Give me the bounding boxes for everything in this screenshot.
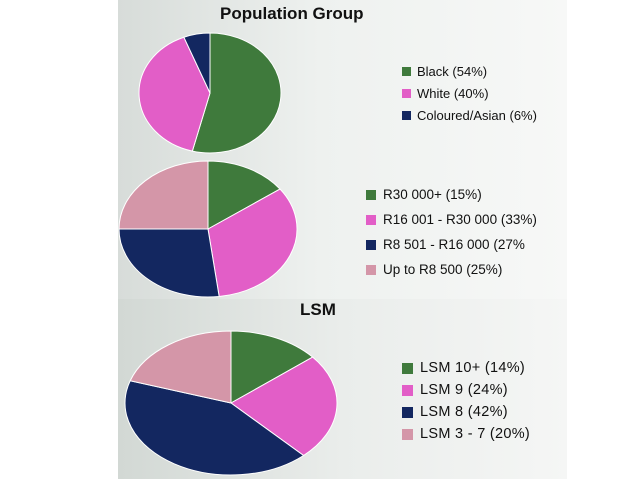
- legend-item: Up to R8 500 (25%): [366, 257, 537, 282]
- legend-label: Up to R8 500 (25%): [383, 262, 503, 277]
- legend-item: Black (54%): [402, 60, 537, 82]
- legend-swatch: [402, 110, 411, 120]
- pie-slice-0: [230, 330, 314, 404]
- pie-slice-0: [207, 160, 281, 230]
- legend-item: R8 501 - R16 000 (27%: [366, 232, 537, 257]
- legend-label: R16 001 - R30 000 (33%): [383, 212, 537, 227]
- legend-item: LSM 8 (42%): [402, 401, 530, 423]
- legend-swatch: [366, 189, 376, 200]
- legend-label: R30 000+ (15%): [383, 187, 482, 202]
- legend-label: LSM 8 (42%): [420, 404, 508, 420]
- legend-item: LSM 3 - 7 (20%): [402, 423, 530, 445]
- legend-swatch: [402, 88, 411, 98]
- legend-item: LSM 9 (24%): [402, 379, 530, 401]
- income-pie: [118, 160, 298, 298]
- pie-slice-3: [129, 330, 232, 404]
- legend-label: Black (54%): [417, 63, 488, 79]
- legend-swatch: [402, 66, 411, 76]
- legend-swatch: [366, 264, 376, 275]
- population-group-pie: [138, 32, 282, 154]
- lsm-legend: LSM 10+ (14%) LSM 9 (24%) LSM 8 (42%) LS…: [402, 357, 530, 445]
- lsm-title: LSM: [300, 300, 336, 319]
- legend-item: R30 000+ (15%): [366, 182, 537, 207]
- legend-label: LSM 3 - 7 (20%): [420, 426, 531, 442]
- pie-slice-2: [183, 32, 211, 94]
- pie-slice-2: [124, 380, 305, 476]
- pie-slice-1: [207, 188, 298, 298]
- legend-swatch: [366, 239, 376, 250]
- legend-swatch: [402, 428, 413, 440]
- legend-label: LSM 10+ (14%): [420, 360, 526, 376]
- legend-label: Coloured/Asian (6%): [417, 107, 537, 123]
- legend-swatch: [402, 362, 413, 374]
- legend-label: White (40%): [417, 85, 489, 101]
- lsm-pie: [124, 330, 338, 476]
- legend-item: Coloured/Asian (6%): [402, 104, 537, 126]
- legend-swatch: [402, 384, 413, 396]
- population-group-legend: Black (54%) White (40%) Coloured/Asian (…: [402, 60, 537, 126]
- legend-item: R16 001 - R30 000 (33%): [366, 207, 537, 232]
- legend-item: LSM 10+ (14%): [402, 357, 530, 379]
- legend-swatch: [402, 406, 413, 418]
- pie-slice-3: [118, 160, 209, 230]
- income-legend: R30 000+ (15%) R16 001 - R30 000 (33%) R…: [366, 182, 537, 282]
- legend-swatch: [366, 214, 376, 225]
- pie-slice-1: [230, 356, 338, 457]
- population-group-title: Population Group: [220, 4, 364, 23]
- pie-slice-0: [191, 32, 282, 154]
- legend-item: White (40%): [402, 82, 537, 104]
- legend-label: LSM 9 (24%): [420, 382, 508, 398]
- pie-slice-2: [118, 228, 220, 298]
- pie-slice-1: [138, 36, 211, 152]
- legend-label: R8 501 - R16 000 (27%: [383, 237, 525, 252]
